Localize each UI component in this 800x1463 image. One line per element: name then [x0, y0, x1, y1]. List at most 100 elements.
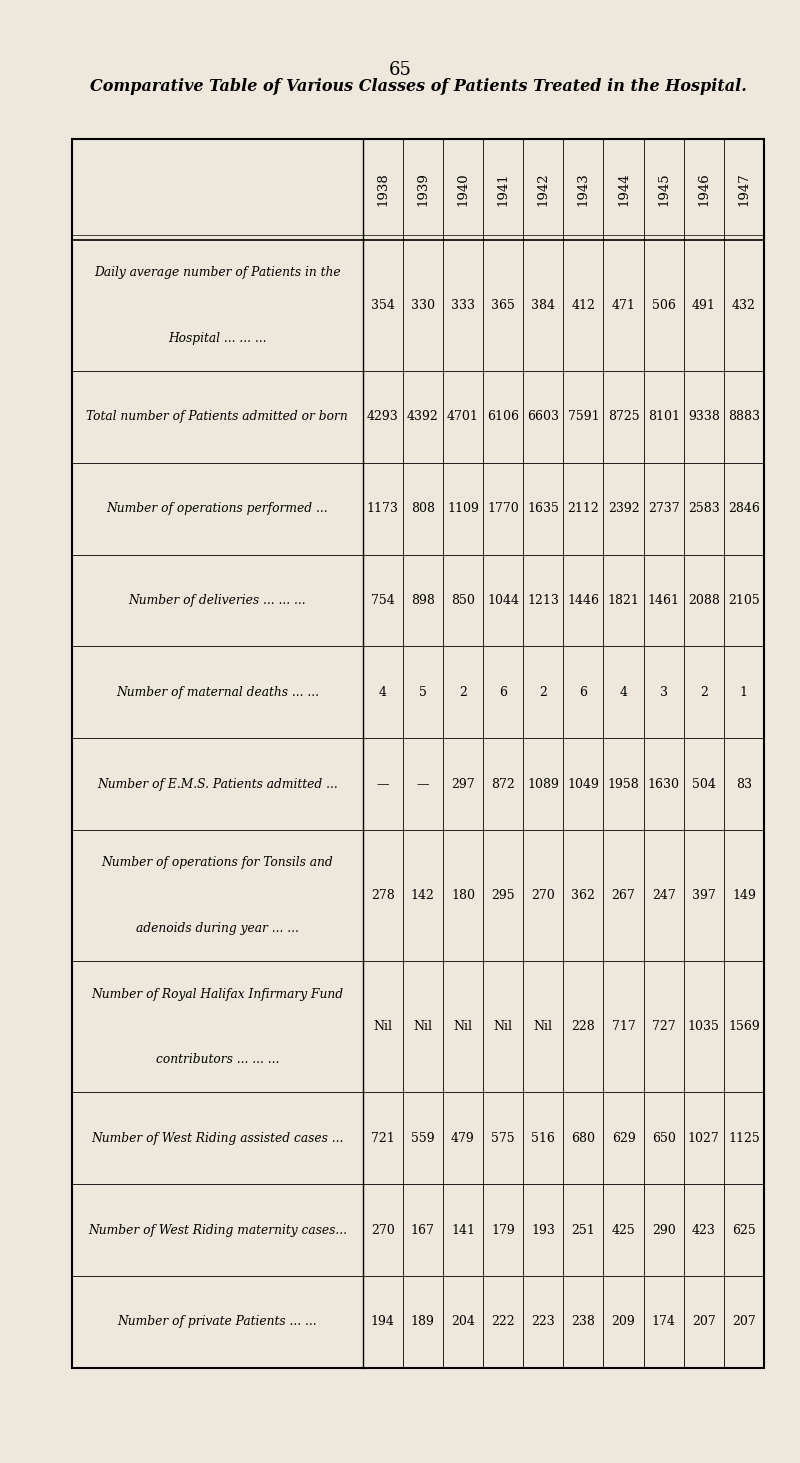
Text: 397: 397 — [692, 890, 716, 903]
Text: 898: 898 — [411, 594, 434, 607]
Text: —: — — [377, 778, 389, 790]
Text: Number of West Riding assisted cases ...: Number of West Riding assisted cases ... — [91, 1132, 343, 1146]
Text: 384: 384 — [531, 298, 555, 312]
Text: Nil: Nil — [454, 1020, 473, 1033]
Text: 1635: 1635 — [527, 502, 559, 515]
Text: 295: 295 — [491, 890, 515, 903]
Text: 142: 142 — [411, 890, 434, 903]
Text: 1938: 1938 — [376, 173, 390, 206]
Text: 2088: 2088 — [688, 594, 720, 607]
Text: 2: 2 — [700, 686, 708, 699]
Text: 412: 412 — [571, 298, 595, 312]
Text: 1173: 1173 — [366, 502, 398, 515]
Text: Hospital ... ... ...: Hospital ... ... ... — [168, 332, 266, 345]
Text: 247: 247 — [652, 890, 675, 903]
Text: 204: 204 — [451, 1315, 475, 1328]
Text: 1027: 1027 — [688, 1132, 720, 1146]
Text: Number of operations for Tonsils and: Number of operations for Tonsils and — [102, 856, 333, 869]
Text: 1943: 1943 — [577, 173, 590, 206]
Text: 8883: 8883 — [728, 410, 760, 423]
Text: Number of E.M.S. Patients admitted ...: Number of E.M.S. Patients admitted ... — [97, 778, 338, 790]
Text: 625: 625 — [732, 1223, 756, 1236]
Text: Total number of Patients admitted or born: Total number of Patients admitted or bor… — [86, 410, 348, 423]
Text: contributors ... ... ...: contributors ... ... ... — [156, 1053, 279, 1067]
Text: 6: 6 — [579, 686, 587, 699]
Text: 6603: 6603 — [527, 410, 559, 423]
Text: 1944: 1944 — [617, 173, 630, 206]
Text: 8725: 8725 — [608, 410, 639, 423]
Text: 1213: 1213 — [527, 594, 559, 607]
Text: adenoids during year ... ...: adenoids during year ... ... — [136, 922, 298, 935]
Text: 362: 362 — [571, 890, 595, 903]
Text: 290: 290 — [652, 1223, 675, 1236]
Text: 1035: 1035 — [688, 1020, 720, 1033]
Text: 680: 680 — [571, 1132, 595, 1146]
Text: 2112: 2112 — [567, 502, 599, 515]
Text: 629: 629 — [612, 1132, 635, 1146]
Text: 8101: 8101 — [648, 410, 680, 423]
Text: Number of West Riding maternity cases...: Number of West Riding maternity cases... — [88, 1223, 347, 1236]
Text: 207: 207 — [692, 1315, 716, 1328]
Text: Number of operations performed ...: Number of operations performed ... — [106, 502, 328, 515]
Text: 4: 4 — [619, 686, 627, 699]
Text: 223: 223 — [531, 1315, 555, 1328]
Text: 251: 251 — [571, 1223, 595, 1236]
Text: 333: 333 — [451, 298, 475, 312]
Text: 727: 727 — [652, 1020, 675, 1033]
Text: 1049: 1049 — [567, 778, 599, 790]
Text: 1945: 1945 — [657, 173, 670, 206]
Text: 193: 193 — [531, 1223, 555, 1236]
Text: 516: 516 — [531, 1132, 555, 1146]
Text: 2: 2 — [459, 686, 467, 699]
Text: 1941: 1941 — [497, 173, 510, 206]
Text: 278: 278 — [371, 890, 394, 903]
Text: 2392: 2392 — [608, 502, 639, 515]
Text: 7591: 7591 — [567, 410, 599, 423]
Text: Number of private Patients ... ...: Number of private Patients ... ... — [118, 1315, 317, 1328]
Text: 354: 354 — [370, 298, 394, 312]
Text: 479: 479 — [451, 1132, 475, 1146]
Text: 559: 559 — [411, 1132, 434, 1146]
Text: 228: 228 — [571, 1020, 595, 1033]
Text: 141: 141 — [451, 1223, 475, 1236]
Text: 6106: 6106 — [487, 410, 519, 423]
Text: 1630: 1630 — [648, 778, 680, 790]
Text: 1942: 1942 — [537, 173, 550, 206]
Text: 270: 270 — [371, 1223, 394, 1236]
Text: Nil: Nil — [414, 1020, 432, 1033]
Text: 425: 425 — [612, 1223, 635, 1236]
Text: 267: 267 — [612, 890, 635, 903]
Text: 4293: 4293 — [367, 410, 398, 423]
Text: 1939: 1939 — [416, 173, 430, 206]
Text: 83: 83 — [736, 778, 752, 790]
Text: 4701: 4701 — [447, 410, 479, 423]
Text: 167: 167 — [411, 1223, 434, 1236]
Text: 6: 6 — [499, 686, 507, 699]
Text: 491: 491 — [692, 298, 716, 312]
Text: Nil: Nil — [494, 1020, 513, 1033]
Text: 4392: 4392 — [407, 410, 438, 423]
Text: 1958: 1958 — [608, 778, 639, 790]
Text: 506: 506 — [652, 298, 675, 312]
Text: Number of Royal Halifax Infirmary Fund: Number of Royal Halifax Infirmary Fund — [91, 988, 343, 1001]
Text: 330: 330 — [411, 298, 435, 312]
Text: 1044: 1044 — [487, 594, 519, 607]
Text: 1770: 1770 — [487, 502, 519, 515]
Text: 1946: 1946 — [698, 173, 710, 206]
Text: Nil: Nil — [374, 1020, 392, 1033]
Text: 1089: 1089 — [527, 778, 559, 790]
Text: 3: 3 — [660, 686, 668, 699]
Text: 149: 149 — [732, 890, 756, 903]
Text: 207: 207 — [732, 1315, 756, 1328]
Text: 4: 4 — [378, 686, 386, 699]
Text: 575: 575 — [491, 1132, 515, 1146]
Text: 5: 5 — [419, 686, 426, 699]
Text: 180: 180 — [451, 890, 475, 903]
Bar — [72, 139, 764, 1368]
Text: 2105: 2105 — [728, 594, 760, 607]
Text: 209: 209 — [612, 1315, 635, 1328]
Text: Comparative Table of Various Classes of Patients Treated in the Hospital.: Comparative Table of Various Classes of … — [90, 78, 746, 95]
Text: Number of deliveries ... ... ...: Number of deliveries ... ... ... — [129, 594, 306, 607]
Text: 1940: 1940 — [457, 173, 470, 206]
Text: 222: 222 — [491, 1315, 515, 1328]
